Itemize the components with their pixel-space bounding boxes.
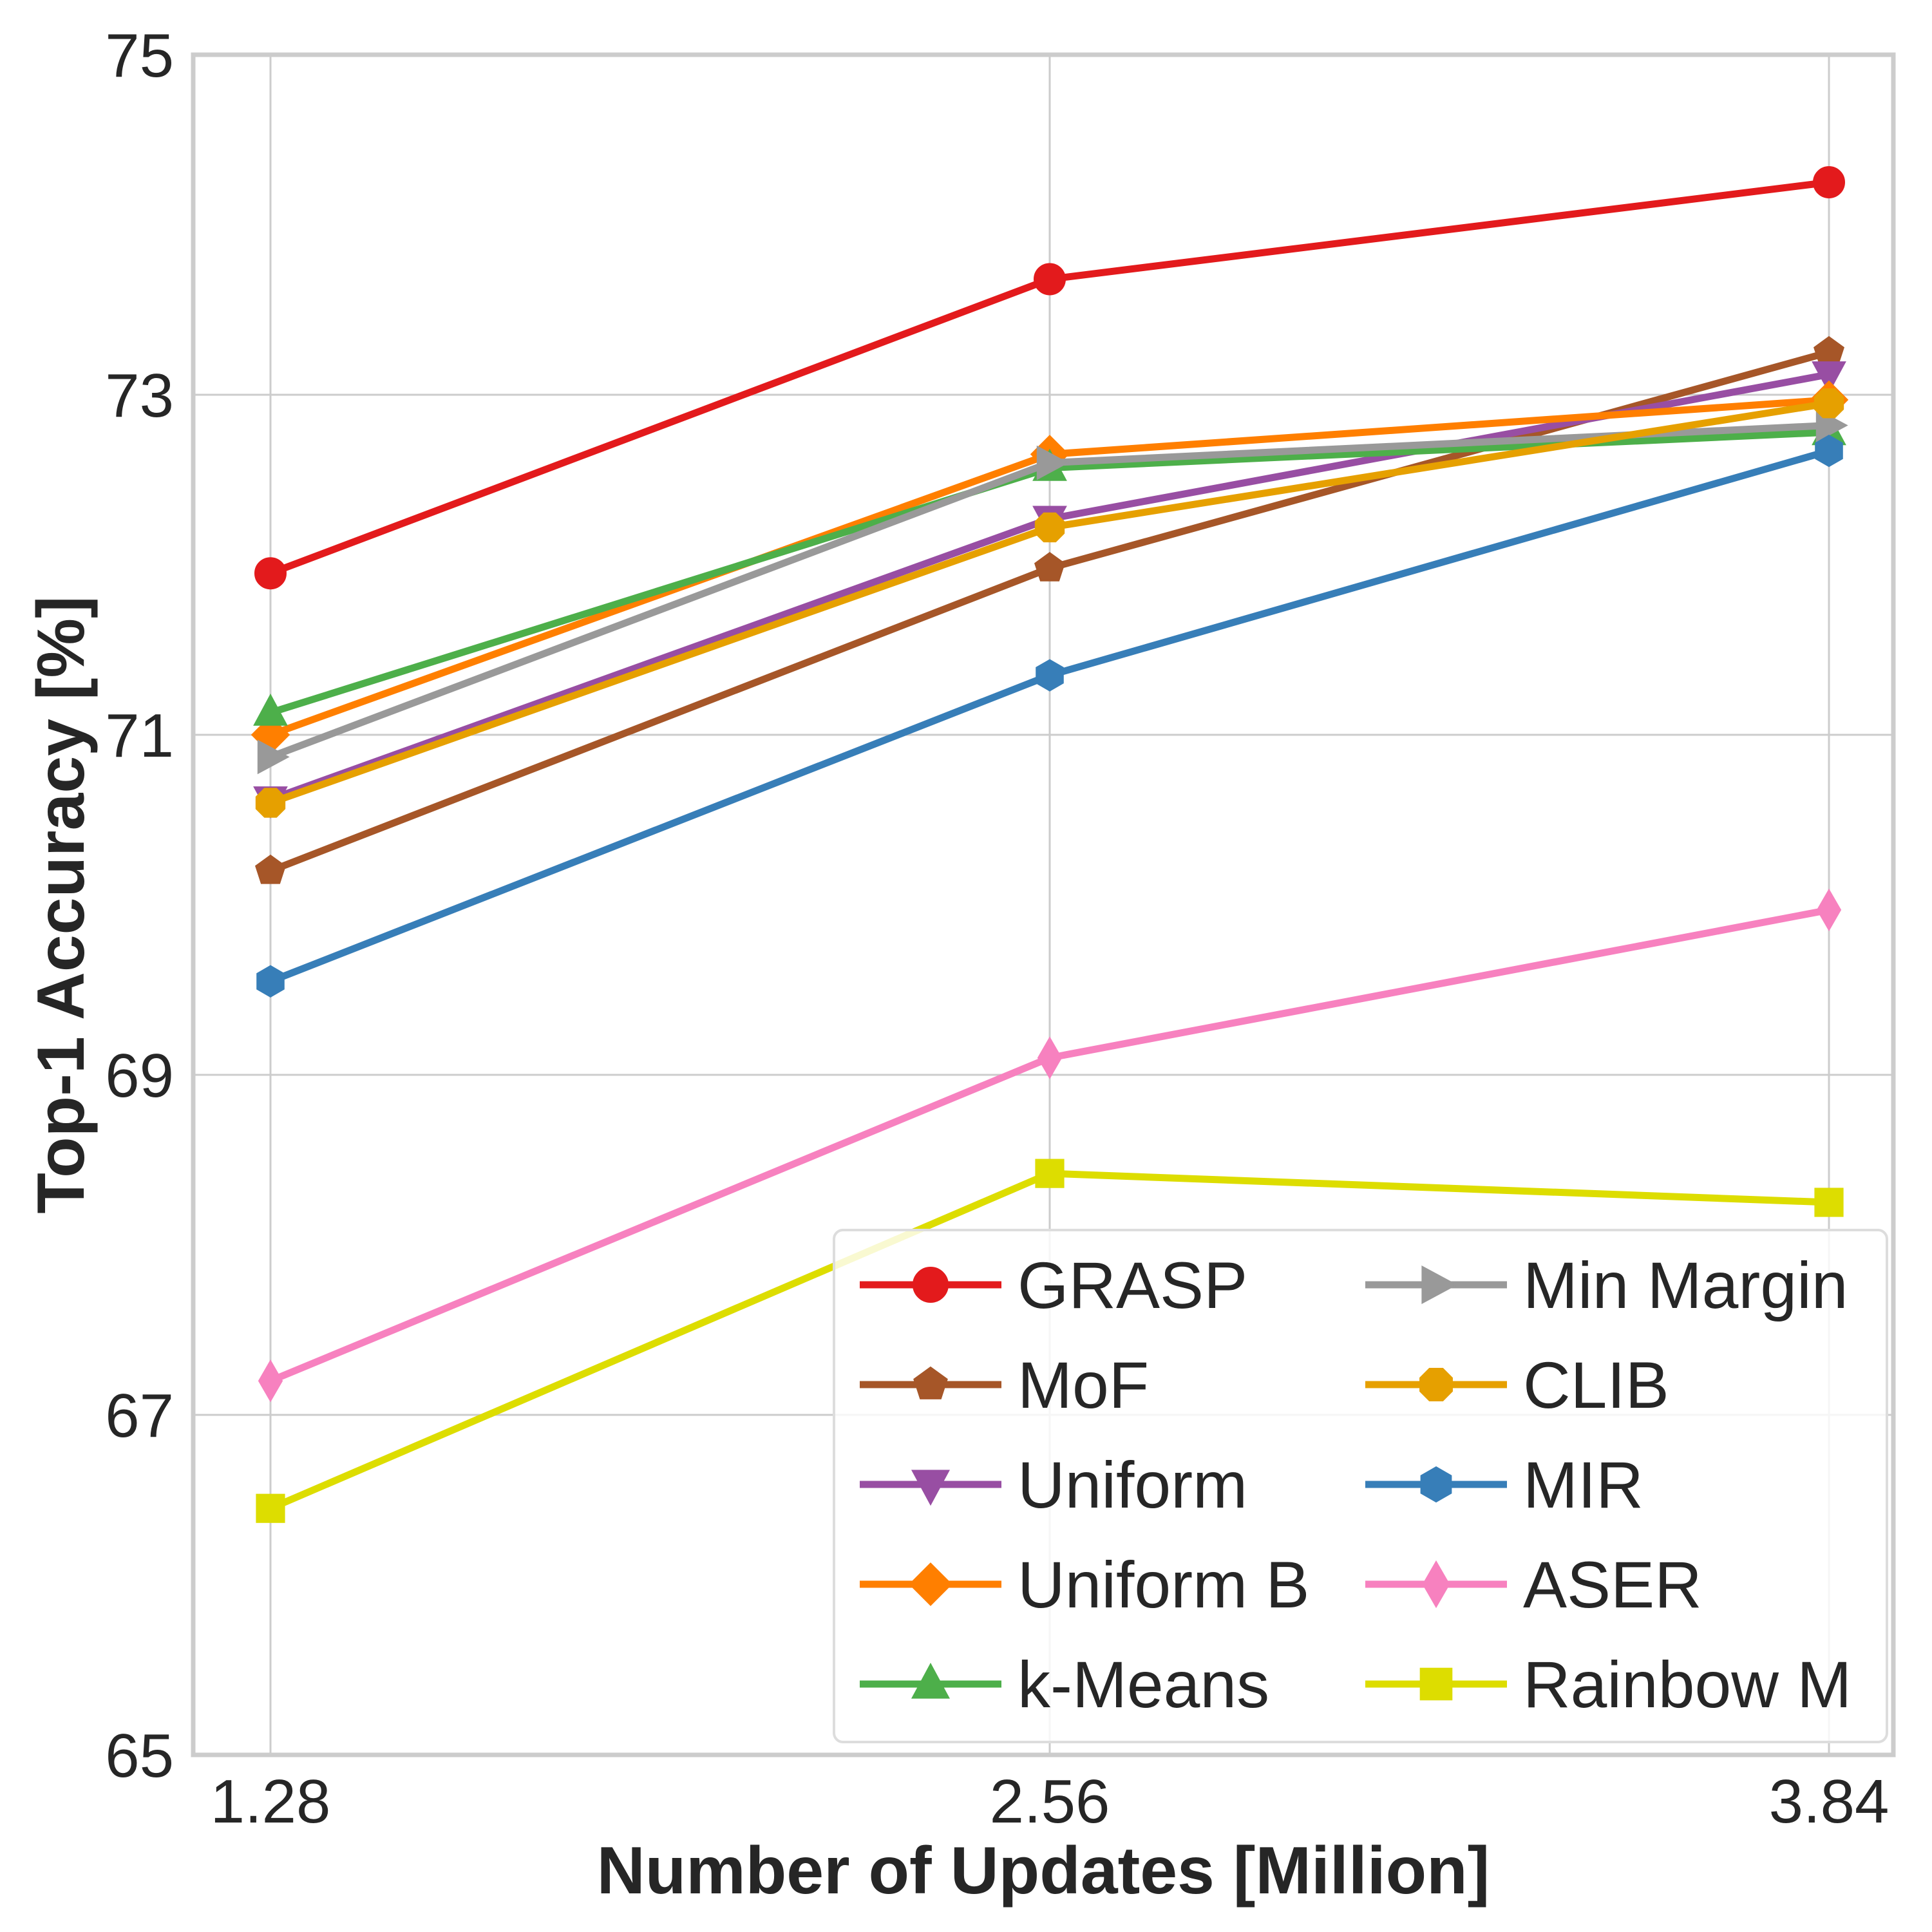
legend-marker (909, 1562, 952, 1606)
legend-label: Min Margin (1523, 1249, 1848, 1322)
legend-marker (1419, 1667, 1453, 1701)
legend-marker (1419, 1368, 1453, 1401)
series-layer (251, 166, 1849, 1523)
legend-marker (911, 1470, 951, 1506)
data-point (1034, 552, 1066, 582)
y-tick-label: 67 (105, 1381, 174, 1450)
series-aser (258, 888, 1842, 1403)
legend-item-rainbow-m: Rainbow M (1365, 1648, 1852, 1721)
data-point (258, 1359, 283, 1403)
legend-label: k-Means (1018, 1648, 1269, 1721)
legend-marker (1421, 1265, 1458, 1305)
x-axis-ticks: 1.28 2.56 3.84 (211, 1767, 1889, 1836)
legend-item-min-margin: Min Margin (1365, 1249, 1848, 1322)
legend-item-k-means: k-Means (860, 1648, 1269, 1721)
legend-label: MIR (1523, 1448, 1643, 1522)
data-point (1034, 263, 1066, 296)
legend-item-clib: CLIB (1365, 1349, 1669, 1422)
data-point (253, 693, 288, 726)
data-point (1816, 888, 1842, 932)
legend-label: Uniform B (1018, 1548, 1309, 1622)
x-axis-title: Number of Updates [Million] (597, 1833, 1490, 1908)
data-point (1037, 1036, 1063, 1079)
data-point (1036, 659, 1064, 692)
legend-marker (913, 1267, 949, 1303)
data-point (1035, 1159, 1065, 1188)
data-point (255, 788, 286, 818)
legend-item-uniform-b: Uniform B (860, 1548, 1309, 1622)
legend-marker (913, 1366, 948, 1399)
legend-item-aser: ASER (1365, 1548, 1702, 1622)
legend-label: ASER (1523, 1548, 1702, 1622)
legend-marker (911, 1662, 951, 1699)
data-point (256, 1493, 285, 1523)
data-point (254, 854, 287, 884)
series-clib (255, 388, 1844, 818)
data-point (1815, 434, 1843, 468)
y-axis-ticks: 65 67 69 71 73 75 (105, 21, 174, 1790)
series-mir (256, 434, 1843, 998)
y-axis-title: Top-1 Accuracy [%] (24, 596, 99, 1213)
legend-label: Rainbow M (1523, 1648, 1852, 1721)
x-tick-label: 2.56 (990, 1767, 1110, 1836)
legend-box (833, 1229, 1888, 1743)
data-point (1812, 361, 1846, 394)
legend-item-mof: MoF (860, 1349, 1149, 1422)
x-tick-label: 1.28 (211, 1767, 331, 1836)
legend: GRASP MoF Uniform Uniform B k-Means Min Margi… (833, 1229, 1888, 1743)
legend-label: GRASP (1018, 1249, 1247, 1322)
y-tick-label: 69 (105, 1041, 174, 1110)
data-point (257, 739, 290, 775)
legend-item-mir: MIR (1365, 1448, 1643, 1522)
data-point (1814, 1188, 1844, 1217)
legend-label: MoF (1018, 1349, 1149, 1422)
x-tick-label: 3.84 (1769, 1767, 1889, 1836)
y-tick-label: 75 (105, 21, 174, 90)
plot-frame (191, 52, 1896, 1757)
y-tick-label: 73 (105, 361, 174, 430)
legend-item-uniform: Uniform (860, 1448, 1247, 1522)
data-point (1036, 445, 1069, 480)
data-point (1813, 166, 1845, 198)
data-point (1034, 512, 1065, 543)
y-tick-label: 71 (105, 701, 174, 770)
series-grasp (254, 166, 1845, 590)
legend-marker (1420, 1466, 1452, 1503)
legend-label: CLIB (1523, 1349, 1669, 1422)
legend-label: Uniform (1018, 1448, 1247, 1522)
data-point (256, 965, 285, 998)
legend-marker (1422, 1560, 1450, 1609)
data-point (254, 557, 287, 590)
y-tick-label: 65 (105, 1721, 174, 1790)
legend-item-grasp: GRASP (860, 1249, 1247, 1322)
series-rainbow-m (256, 1159, 1844, 1523)
data-point (1814, 388, 1844, 419)
